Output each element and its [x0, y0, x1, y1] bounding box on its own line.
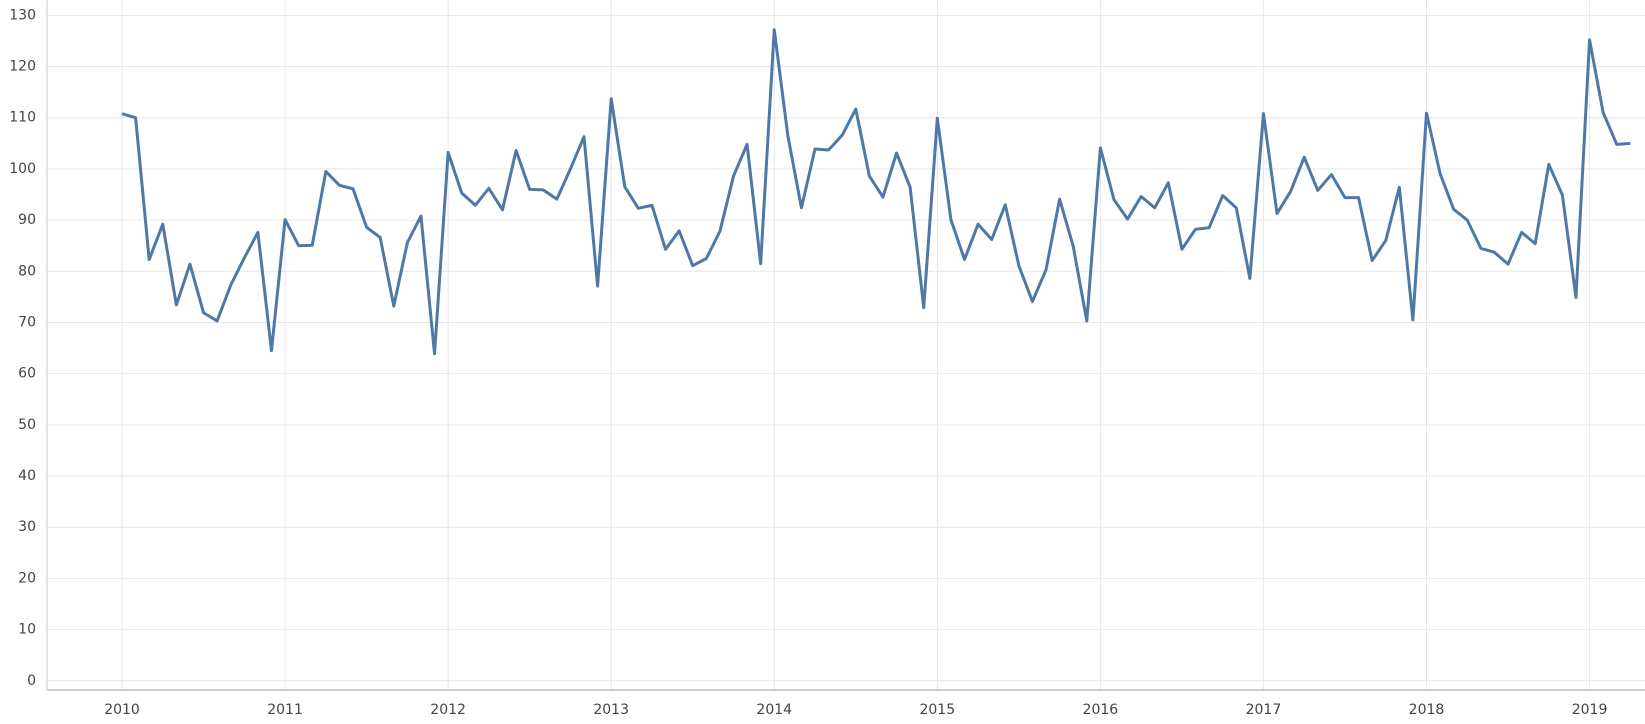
y-tick-label: 10 [18, 622, 36, 638]
y-tick-label: 100 [9, 161, 36, 177]
x-tick-label: 2018 [1409, 702, 1445, 718]
y-tick-label: 90 [18, 212, 36, 228]
y-tick-label: 0 [27, 673, 36, 689]
y-tick-label: 70 [18, 314, 36, 330]
y-tick-label: 20 [18, 570, 36, 586]
y-tick-label: 50 [18, 417, 36, 433]
y-tick-label: 120 [9, 59, 36, 75]
x-tick-label: 2014 [756, 702, 792, 718]
x-tick-label: 2012 [430, 702, 466, 718]
x-tick-label: 2016 [1083, 702, 1119, 718]
y-tick-label: 30 [18, 519, 36, 535]
x-tick-label: 2019 [1572, 702, 1608, 718]
y-tick-label: 80 [18, 263, 36, 279]
y-tick-label: 110 [9, 110, 36, 126]
x-tick-label: 2017 [1246, 702, 1282, 718]
x-tick-label: 2011 [267, 702, 303, 718]
x-tick-label: 2015 [919, 702, 955, 718]
y-tick-label: 60 [18, 366, 36, 382]
x-tick-label: 2013 [593, 702, 629, 718]
y-tick-label: 130 [9, 7, 36, 23]
data-line [121, 28, 1631, 356]
y-tick-label: 40 [18, 468, 36, 484]
x-tick-label: 2010 [104, 702, 140, 718]
